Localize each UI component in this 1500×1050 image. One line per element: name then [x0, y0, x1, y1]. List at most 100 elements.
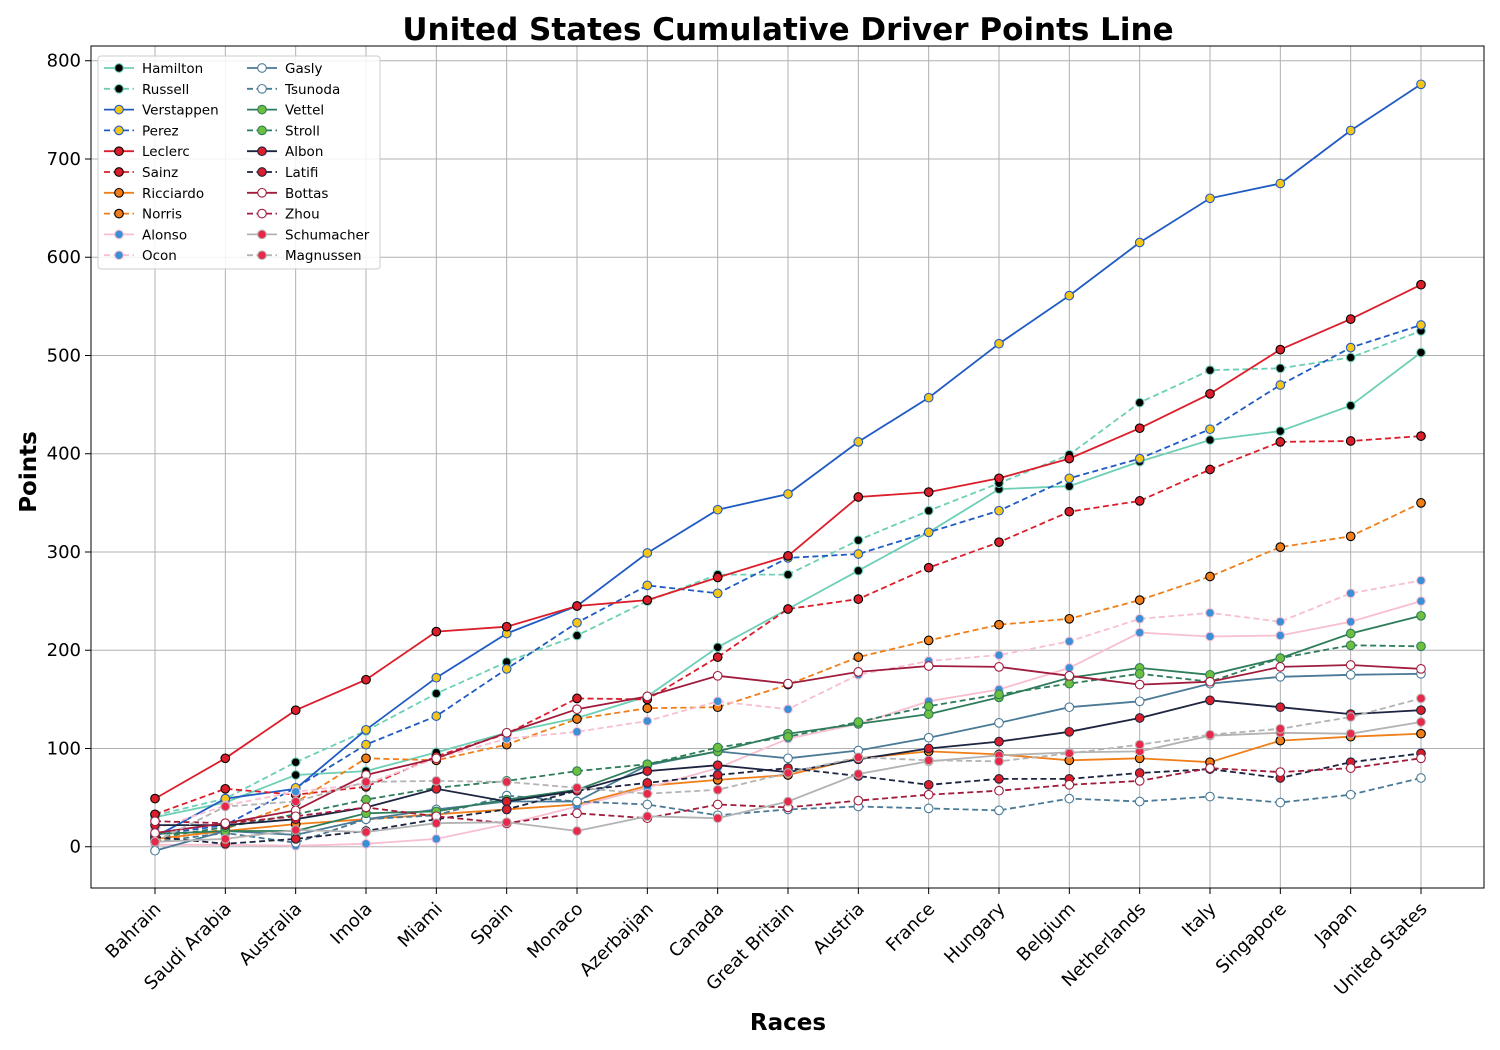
legend-label: Russell	[142, 82, 189, 98]
legend-item: Zhou	[247, 207, 320, 223]
data-point	[923, 392, 934, 403]
data-point	[642, 691, 653, 702]
data-point	[923, 562, 934, 573]
y-tick-label: 200	[47, 640, 81, 661]
data-point	[994, 805, 1004, 816]
legend-label: Albon	[285, 144, 323, 160]
legend-label: Hamilton	[142, 61, 203, 77]
data-point	[1275, 380, 1286, 390]
data-point	[1205, 608, 1215, 618]
data-point	[783, 704, 793, 715]
data-point	[994, 756, 1004, 767]
data-point	[1205, 193, 1215, 204]
data-point	[994, 537, 1004, 548]
data-point	[361, 777, 371, 787]
data-point	[712, 696, 723, 707]
legend-item: Tsunoda	[247, 82, 340, 98]
data-point	[783, 569, 793, 580]
legend-item: Bottas	[247, 186, 328, 202]
data-point	[1416, 596, 1426, 606]
x-tick-label: Belgium	[1013, 899, 1080, 966]
data-point	[1416, 705, 1426, 716]
data-point	[923, 661, 934, 671]
data-point	[1416, 773, 1426, 783]
legend-marker	[257, 187, 267, 198]
data-point	[712, 813, 723, 824]
data-point	[1416, 641, 1426, 652]
data-point	[1275, 767, 1286, 777]
data-point	[642, 788, 653, 799]
y-tick-label: 800	[47, 51, 81, 72]
data-point	[1205, 695, 1215, 706]
legend-item: Leclerc	[104, 144, 190, 160]
x-tick-label: Japan	[1310, 899, 1361, 950]
data-point	[642, 811, 653, 822]
data-point	[431, 818, 442, 829]
data-point	[1345, 669, 1356, 680]
legend-label: Vettel	[285, 103, 324, 119]
data-point	[1064, 793, 1075, 804]
data-point	[1345, 712, 1356, 722]
data-point	[1064, 663, 1075, 673]
legend-label: Perez	[142, 123, 179, 139]
data-point	[572, 714, 582, 724]
legend-marker	[114, 187, 124, 198]
data-point	[853, 652, 864, 662]
legend: Hamilton Russell Verstappen Perez Leclerc Sai…	[97, 55, 381, 270]
data-point	[712, 588, 723, 599]
x-tick-label: Miami	[394, 899, 447, 952]
data-point	[1134, 768, 1145, 778]
data-point	[853, 492, 864, 502]
legend-item: Gasly	[247, 61, 323, 77]
data-point	[1134, 696, 1145, 707]
data-point	[1275, 630, 1286, 641]
data-point	[712, 572, 723, 583]
data-point	[431, 626, 442, 637]
x-tick-label: Monaco	[523, 899, 587, 963]
data-point	[501, 727, 512, 738]
y-axis-label: Points	[16, 431, 42, 513]
legend-item: Russell	[104, 82, 189, 98]
data-point	[220, 801, 231, 812]
data-point	[994, 736, 1004, 747]
legend-item: Schumacher	[247, 227, 370, 243]
data-point	[642, 548, 653, 558]
data-point	[712, 770, 723, 780]
data-point	[1345, 125, 1356, 136]
legend-item: Latifi	[247, 165, 318, 181]
data-point	[1345, 314, 1356, 324]
data-point	[1064, 748, 1075, 759]
data-point	[1064, 726, 1075, 737]
legend-label: Ocon	[142, 248, 177, 264]
data-point	[1275, 542, 1286, 552]
data-point	[1345, 342, 1356, 353]
legend-marker	[114, 208, 124, 219]
data-point	[783, 678, 793, 689]
y-tick-label: 100	[47, 738, 81, 759]
data-point	[1345, 789, 1356, 800]
data-point	[220, 834, 231, 844]
data-point	[923, 803, 934, 814]
y-tick-label: 600	[47, 247, 81, 268]
data-point	[923, 743, 934, 754]
legend-item: Vettel	[247, 103, 324, 119]
data-point	[1064, 506, 1075, 517]
legend-marker	[257, 167, 267, 177]
data-point	[783, 768, 793, 778]
x-tick-label: Canada	[665, 899, 728, 962]
x-tick-label: Azerbaijan	[576, 899, 658, 981]
data-point	[1205, 424, 1215, 435]
data-point	[783, 796, 793, 807]
data-point	[1064, 779, 1075, 790]
y-tick-label: 300	[47, 542, 81, 563]
data-point	[783, 489, 793, 499]
data-point	[1134, 397, 1145, 408]
data-point	[1134, 713, 1145, 723]
x-tick-label: Singapore	[1212, 899, 1291, 978]
legend-label: Ricciardo	[142, 186, 204, 202]
data-point	[1275, 702, 1286, 713]
data-point	[431, 753, 442, 764]
data-point	[361, 753, 371, 764]
x-tick-label: France	[882, 899, 939, 956]
